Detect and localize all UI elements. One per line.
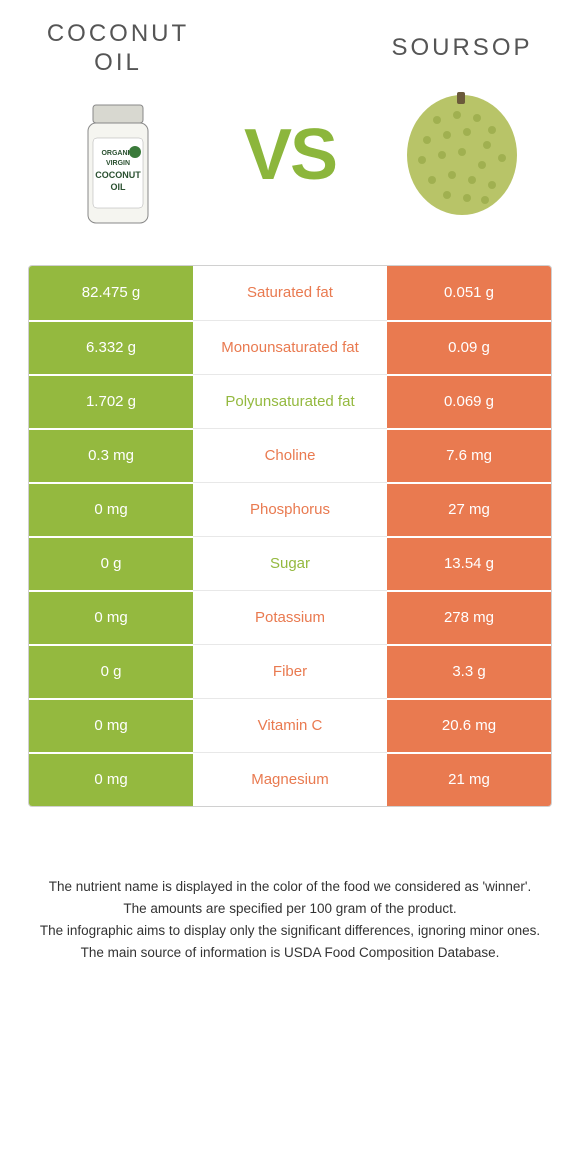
value-left: 1.702 g [29,374,193,428]
value-left: 0 mg [29,590,193,644]
value-left: 0 mg [29,482,193,536]
nutrient-label: Sugar [193,536,387,590]
value-right: 27 mg [387,482,551,536]
footer-notes: The nutrient name is displayed in the co… [28,877,552,964]
value-right: 278 mg [387,590,551,644]
table-row: 1.702 gPolyunsaturated fat0.069 g [29,374,551,428]
value-left: 0 g [29,536,193,590]
nutrient-label: Polyunsaturated fat [193,374,387,428]
food-right-title: Soursop [391,34,532,63]
food-right-column: Soursop [372,34,552,225]
table-row: 0 mgVitamin C20.6 mg [29,698,551,752]
value-left: 0 g [29,644,193,698]
vs-label: VS [244,114,336,196]
nutrient-label: Magnesium [193,752,387,806]
nutrient-label: Saturated fat [193,266,387,320]
comparison-header: Coconut oil ORGANIC VIRGIN COCONUT OIL V… [28,20,552,240]
nutrient-label: Potassium [193,590,387,644]
nutrient-label: Phosphorus [193,482,387,536]
svg-text:VIRGIN: VIRGIN [106,160,130,167]
value-right: 0.069 g [387,374,551,428]
value-left: 82.475 g [29,266,193,320]
value-right: 20.6 mg [387,698,551,752]
food-left-title: Coconut oil [28,20,208,78]
nutrient-label: Choline [193,428,387,482]
table-row: 0 mgMagnesium21 mg [29,752,551,806]
svg-text:OIL: OIL [111,182,127,192]
nutrient-table: 82.475 gSaturated fat0.051 g6.332 gMonou… [28,265,552,807]
table-row: 0.3 mgCholine7.6 mg [29,428,551,482]
nutrient-label: Monounsaturated fat [193,320,387,374]
value-right: 7.6 mg [387,428,551,482]
value-left: 0 mg [29,752,193,806]
table-row: 0 mgPhosphorus27 mg [29,482,551,536]
nutrient-label: Vitamin C [193,698,387,752]
value-right: 13.54 g [387,536,551,590]
value-left: 0 mg [29,698,193,752]
footer-line: The amounts are specified per 100 gram o… [38,899,542,919]
table-row: 82.475 gSaturated fat0.051 g [29,266,551,320]
value-left: 0.3 mg [29,428,193,482]
footer-line: The main source of information is USDA F… [38,943,542,963]
value-left: 6.332 g [29,320,193,374]
value-right: 21 mg [387,752,551,806]
value-right: 0.051 g [387,266,551,320]
coconut-oil-icon: ORGANIC VIRGIN COCONUT OIL [53,90,183,240]
table-row: 0 mgPotassium278 mg [29,590,551,644]
food-left-column: Coconut oil ORGANIC VIRGIN COCONUT OIL [28,20,208,240]
table-row: 0 gSugar13.54 g [29,536,551,590]
table-row: 6.332 gMonounsaturated fat0.09 g [29,320,551,374]
svg-text:COCONUT: COCONUT [95,170,141,180]
nutrient-label: Fiber [193,644,387,698]
value-right: 0.09 g [387,320,551,374]
footer-line: The nutrient name is displayed in the co… [38,877,542,897]
table-row: 0 gFiber3.3 g [29,644,551,698]
soursop-icon [397,75,527,225]
footer-line: The infographic aims to display only the… [38,921,542,941]
value-right: 3.3 g [387,644,551,698]
